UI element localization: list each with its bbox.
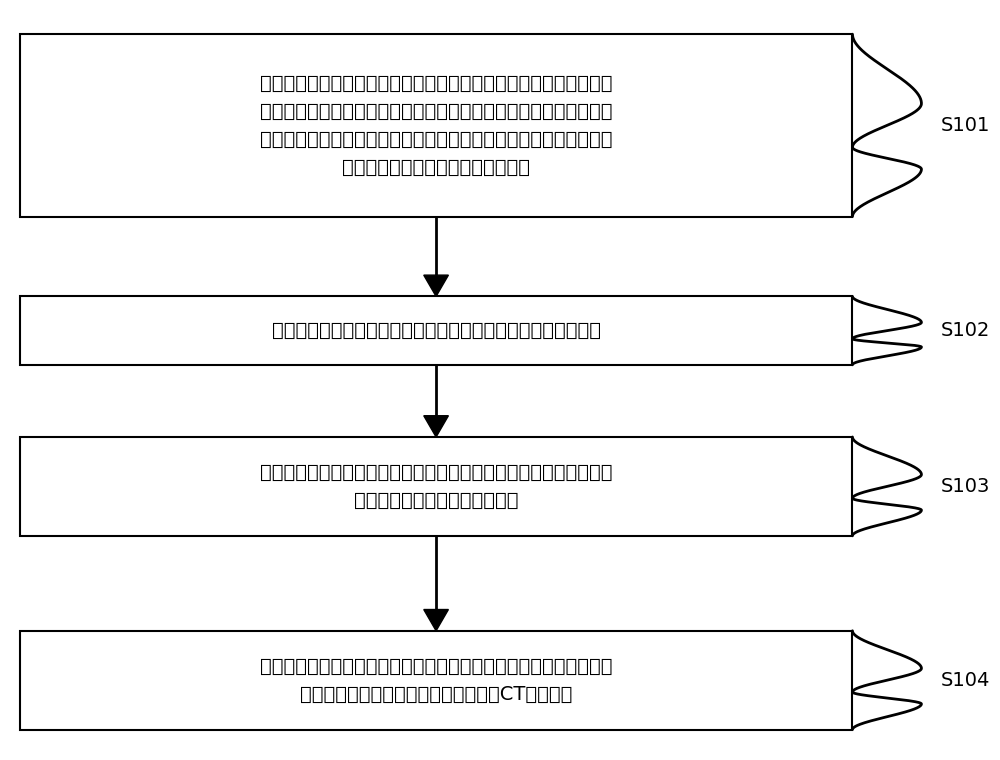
Polygon shape <box>424 275 448 296</box>
Polygon shape <box>424 610 448 631</box>
Text: S103: S103 <box>941 477 991 496</box>
Text: 对所述二维线积分图像序列进行分割处理获得所述多个物体中每个物
体对应的二维线积分子图像序列: 对所述二维线积分图像序列进行分割处理获得所述多个物体中每个物 体对应的二维线积分… <box>260 463 612 510</box>
Text: S101: S101 <box>941 116 991 135</box>
FancyBboxPatch shape <box>20 631 852 730</box>
Text: S104: S104 <box>941 671 991 690</box>
FancyBboxPatch shape <box>20 437 852 536</box>
FancyBboxPatch shape <box>20 34 852 217</box>
Text: S102: S102 <box>941 321 991 340</box>
Text: 对所述二维投影图像序列进行对数解调获得二维线积分图像序列: 对所述二维投影图像序列进行对数解调获得二维线积分图像序列 <box>272 321 601 340</box>
Text: 通过代数迭代算法对所述每个物体对应的二维线积分子图像序列进行
图像重建获得所述每个物体对应的三维CT切片图像: 通过代数迭代算法对所述每个物体对应的二维线积分子图像序列进行 图像重建获得所述每… <box>260 657 612 704</box>
Text: 获取探测器采集到的二维投影图像序列，所述二维投影图像序列是多
个物体同时沿着轴向转动过程中，所述探测器周期性采集透射过所述
多个物体的射线投影后获得的多个二维投: 获取探测器采集到的二维投影图像序列，所述二维投影图像序列是多 个物体同时沿着轴向… <box>260 74 612 177</box>
FancyBboxPatch shape <box>20 296 852 365</box>
Polygon shape <box>424 416 448 437</box>
